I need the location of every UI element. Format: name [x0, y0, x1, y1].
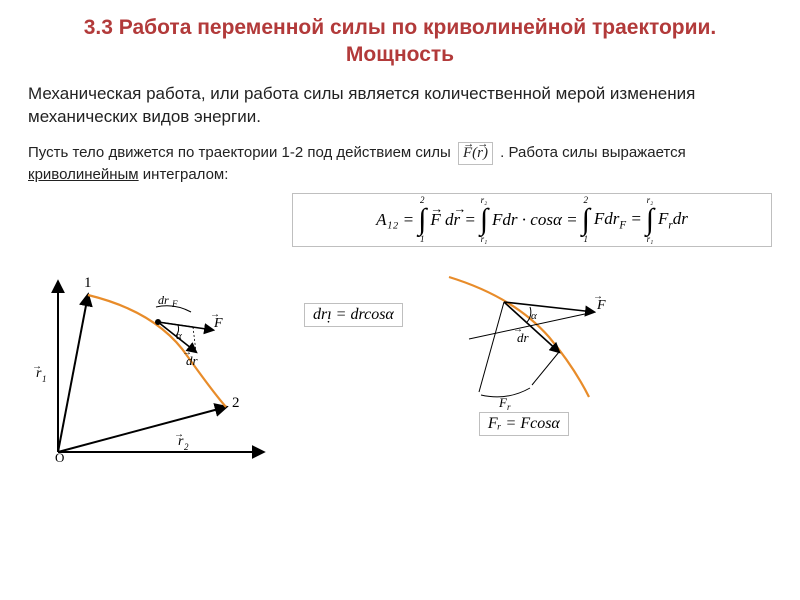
- integral-2: r₂ ∫ r₁: [480, 196, 488, 244]
- body-segment-underlined: криволинейным: [28, 166, 139, 183]
- inline-formula-force: F(r): [458, 142, 493, 164]
- body-paragraph: Пусть тело движется по траектории 1-2 по…: [28, 142, 772, 185]
- svg-text:→: →: [32, 361, 42, 372]
- intro-paragraph: Механическая работа, или работа силы явл…: [28, 83, 772, 129]
- svg-text:2: 2: [184, 442, 189, 452]
- trajectory-diagram: O 1 2 r1 → r2 → F → dr → drF α: [28, 257, 288, 477]
- svg-text:1: 1: [42, 374, 47, 384]
- body-segment-a: Пусть тело движется по траектории 1-2 по…: [28, 145, 451, 162]
- svg-text:→: →: [210, 309, 220, 320]
- svg-text:2: 2: [232, 395, 240, 411]
- svg-text:α: α: [531, 310, 537, 322]
- svg-text:→: →: [182, 347, 192, 358]
- detail-diagram: F → dr → α Fr: [419, 257, 629, 412]
- body-segment-c: интегралом:: [143, 166, 229, 183]
- svg-text:dr: dr: [158, 293, 169, 307]
- svg-text:O: O: [55, 450, 64, 465]
- physics-slide: 3.3 Работа переменной силы по криволиней…: [0, 0, 800, 600]
- drF-formula: drᴉ = drcosα: [304, 303, 403, 327]
- integral-3: 2 ∫ 1: [582, 196, 590, 244]
- body-segment-b: . Работа силы выражается: [500, 145, 686, 162]
- Fr-formula: Fᵣ = Fcosα: [479, 412, 569, 436]
- svg-text:→: →: [593, 291, 603, 302]
- work-integral-formula: A₁₂ = 2 ∫ 1 F dr = r₂ ∫ r₁ Fdr · cosα = …: [292, 193, 772, 247]
- svg-text:r: r: [507, 402, 511, 412]
- vec-r: r: [477, 143, 483, 163]
- detail-column: F → dr → α Fr Fᵣ = Fcosα: [419, 257, 629, 436]
- slide-title: 3.3 Работа переменной силы по криволиней…: [28, 14, 772, 69]
- svg-text:1: 1: [84, 275, 92, 291]
- svg-text:F: F: [171, 299, 178, 309]
- vec-F: F: [463, 143, 472, 163]
- svg-text:→: →: [174, 429, 184, 440]
- svg-text:α: α: [176, 330, 182, 342]
- diagram-row: O 1 2 r1 → r2 → F → dr → drF α drᴉ = drc…: [28, 257, 772, 477]
- integral-1: 2 ∫ 1: [418, 196, 426, 244]
- svg-text:→: →: [513, 324, 523, 335]
- integral-4: r₂ ∫ r₁: [646, 196, 654, 244]
